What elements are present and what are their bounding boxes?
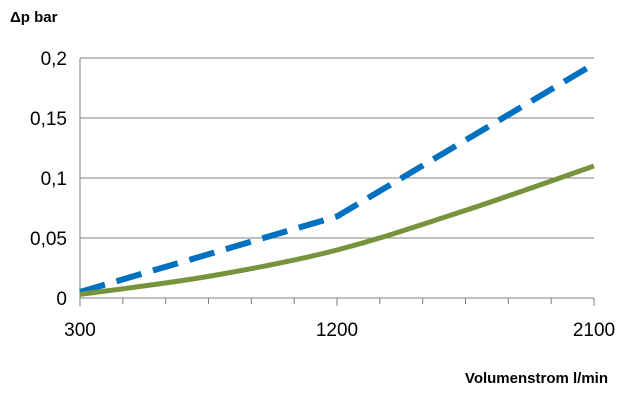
y-tick-label: 0 bbox=[56, 289, 67, 310]
x-tick-label: 1200 bbox=[316, 320, 358, 341]
gridlines bbox=[80, 57, 594, 239]
y-tick-label: 0,1 bbox=[41, 169, 67, 190]
series bbox=[79, 61, 596, 297]
x-tick-label: 300 bbox=[64, 320, 96, 341]
x-axis-title: Volumenstrom l/min bbox=[465, 370, 608, 387]
series-line-dashed bbox=[79, 61, 596, 295]
tick-labels: 0 0,05 0,1 0,15 0,2 300 1200 2100 bbox=[30, 49, 615, 341]
y-tick-label: 0,05 bbox=[30, 229, 67, 250]
y-axis-title: Δp bar bbox=[10, 9, 58, 26]
y-tick-label: 0,2 bbox=[41, 49, 67, 70]
series-line-solid bbox=[79, 163, 595, 297]
axes bbox=[79, 58, 595, 306]
y-tick-label: 0,15 bbox=[30, 109, 67, 130]
x-tick-label: 2100 bbox=[573, 320, 615, 341]
